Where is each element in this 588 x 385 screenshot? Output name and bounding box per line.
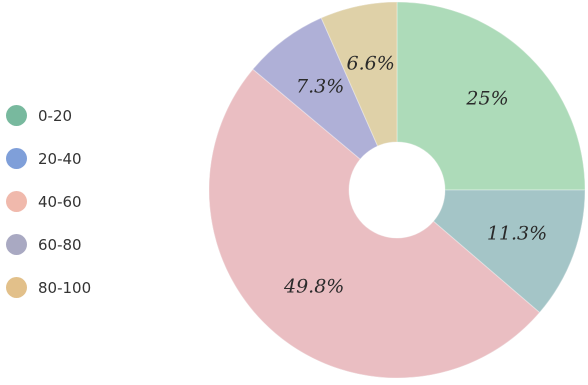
donut-hole: [349, 142, 445, 238]
slice-label: 11.3%: [487, 222, 547, 244]
slice-label: 6.6%: [347, 53, 395, 75]
legend-label: 40-60: [38, 192, 82, 211]
slice-label: 7.3%: [296, 76, 344, 98]
donut-slice: [252, 17, 379, 160]
legend: 0-20 20-40 40-60 60-80 80-100: [6, 104, 91, 299]
legend-item: 20-40: [6, 147, 91, 170]
legend-label: 0-20: [38, 106, 73, 125]
slice-labels: 25% 11.3% 49.8% 7.3%6.6%: [283, 53, 547, 298]
legend-item: 60-80: [6, 233, 91, 256]
legend-swatch: [6, 148, 27, 169]
slice-label: 25%: [465, 87, 508, 109]
legend-swatch: [6, 277, 27, 298]
legend-label: 80-100: [38, 278, 92, 297]
legend-item: 80-100: [6, 276, 91, 299]
legend-label: 60-80: [38, 235, 82, 254]
legend-swatch: [6, 191, 27, 212]
legend-swatch: [6, 105, 27, 126]
slice-label: 49.8%: [283, 276, 344, 298]
legend-item: 0-20: [6, 104, 91, 127]
legend-label: 20-40: [38, 149, 82, 168]
legend-swatch: [6, 234, 27, 255]
legend-item: 40-60: [6, 190, 91, 213]
